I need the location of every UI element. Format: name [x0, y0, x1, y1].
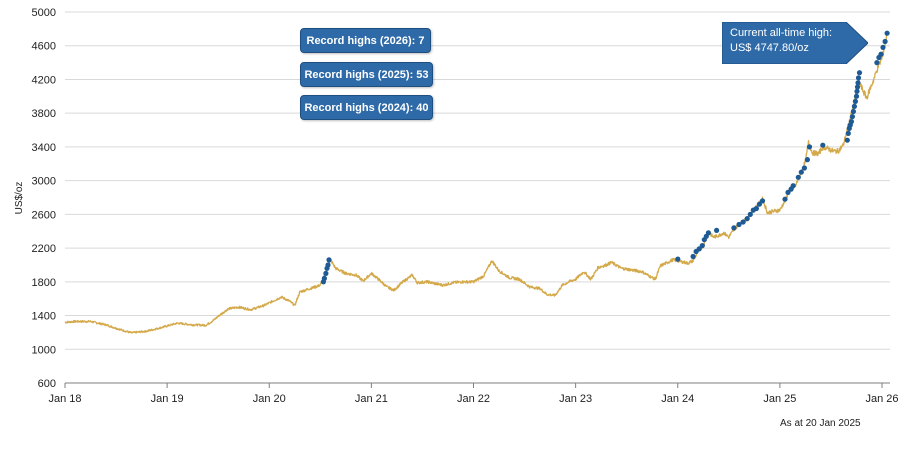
record-high-marker — [855, 80, 861, 86]
x-tick-label: Jan 23 — [559, 393, 592, 405]
y-tick-label: 2200 — [32, 243, 56, 255]
y-tick-label: 2600 — [32, 209, 56, 221]
y-tick-label: 600 — [38, 378, 56, 390]
record-high-marker — [753, 205, 760, 212]
y-tick-label: 5000 — [32, 7, 56, 19]
record-high-marker — [740, 219, 746, 225]
gold-price-line — [64, 31, 888, 334]
record-high-marker — [854, 84, 861, 90]
callout-line-1: Current all-time high: — [730, 27, 833, 39]
record-high-marker — [326, 257, 332, 263]
y-tick-label: 4600 — [32, 41, 56, 53]
record-high-marker — [744, 216, 750, 222]
record-high-marker — [848, 119, 855, 125]
record-high-marker — [699, 243, 705, 249]
gridlines — [65, 11, 890, 384]
record-high-marker — [850, 108, 857, 115]
record-high-marker — [795, 174, 801, 180]
record-high-marker — [323, 270, 329, 276]
record-high-marker — [844, 137, 850, 143]
record-high-marker — [690, 253, 696, 260]
record-high-marker — [878, 51, 884, 57]
x-tick-label: Jan 25 — [763, 393, 796, 405]
record-high-marker — [854, 88, 860, 94]
record-high-marker — [806, 144, 813, 150]
y-tick-label: 1800 — [32, 277, 56, 289]
record-high-marker — [849, 114, 856, 120]
callout-arrow-shape — [722, 22, 868, 64]
x-tick-label: Jan 18 — [48, 393, 81, 405]
record-high-marker — [820, 142, 826, 148]
y-tick-label: 4200 — [32, 74, 56, 86]
x-axis-ticks: Jan 18 Jan 19 Jan 20 Jan 21 Jan 22 Jan 23 Jan … — [48, 382, 899, 405]
record-highs-2025-badge: Record highs (2025): 53 — [300, 62, 433, 87]
record-high-marker — [884, 30, 890, 36]
y-tick-label: 1400 — [32, 311, 56, 323]
record-high-marker — [790, 183, 796, 189]
record-high-marker — [736, 221, 742, 228]
record-high-marker — [851, 103, 858, 109]
record-high-marker — [801, 165, 808, 171]
record-high-marker — [705, 230, 712, 236]
record-high-marker — [731, 225, 737, 231]
record-high-marker — [675, 256, 681, 262]
record-high-marker — [747, 211, 753, 217]
record-high-marker — [321, 275, 327, 281]
y-tick-label: 3000 — [32, 176, 56, 188]
y-tick-label: 3400 — [32, 142, 56, 154]
as-at-footnote: As at 20 Jan 2025 — [780, 418, 861, 429]
record-high-marker — [325, 262, 331, 268]
record-high-marker — [759, 198, 766, 204]
callout-line-2: US$ 4747.80/oz — [730, 42, 809, 54]
record-highs-2024-badge: Record highs (2024): 40 — [300, 95, 433, 120]
record-highs-2026-badge: Record highs (2026): 7 — [300, 28, 431, 53]
x-tick-label: Jan 19 — [151, 393, 184, 405]
record-high-marker — [696, 246, 702, 252]
x-tick-label: Jan 22 — [457, 393, 490, 405]
record-high-marker — [856, 70, 863, 76]
x-tick-label: Jan 21 — [355, 393, 388, 405]
x-tick-label: Jan 24 — [661, 393, 694, 405]
record-high-marker — [853, 93, 860, 99]
x-tick-label: Jan 20 — [253, 393, 286, 405]
record-high-marker — [714, 227, 720, 233]
y-tick-label: 3800 — [32, 108, 56, 120]
y-tick-label: 1000 — [32, 344, 56, 356]
record-high-marker — [880, 44, 886, 51]
record-high-marker — [785, 189, 791, 195]
all-time-high-callout: Current all-time high: US$ 4747.80/oz — [722, 22, 868, 64]
x-tick-label: Jan 26 — [865, 393, 898, 405]
record-high-marker — [855, 75, 862, 81]
record-high-marker — [756, 201, 763, 207]
record-high-marker — [852, 98, 859, 104]
record-high-marker — [882, 38, 888, 45]
y-axis-ticks: 600 1000 1400 1800 2200 2600 3000 3400 3800 4200 4… — [32, 7, 56, 390]
record-high-marker — [845, 130, 851, 136]
y-axis-label: US$/oz — [14, 182, 25, 215]
record-high-marker — [874, 60, 880, 66]
series-group — [64, 30, 890, 334]
record-high-marker — [782, 196, 788, 202]
record-high-marker — [804, 157, 811, 163]
record-high-marker — [798, 169, 804, 175]
